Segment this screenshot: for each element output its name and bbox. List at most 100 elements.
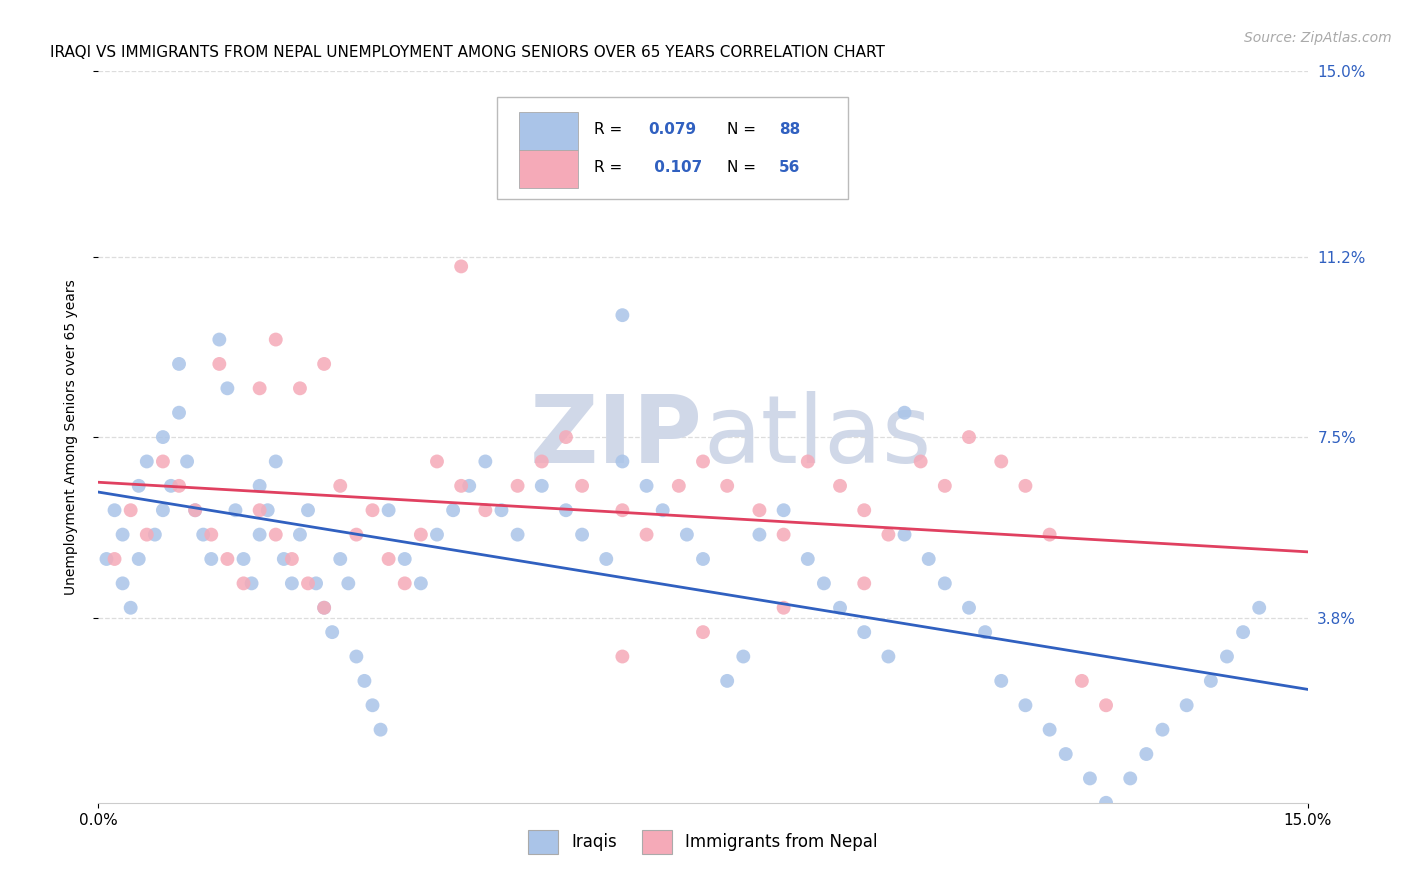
Point [160,479,183,493]
Point [120,600,142,615]
Text: 0.107: 0.107 [648,161,702,176]
Point [692,454,714,468]
Point [281,576,304,591]
Point [458,479,481,493]
Point [877,649,900,664]
Point [555,503,578,517]
Text: 0.079: 0.079 [648,122,697,137]
Point [828,479,851,493]
Point [167,357,190,371]
Point [176,454,198,468]
Text: IRAQI VS IMMIGRANTS FROM NEPAL UNEMPLOYMENT AMONG SENIORS OVER 65 YEARS CORRELAT: IRAQI VS IMMIGRANTS FROM NEPAL UNEMPLOYM… [51,45,884,61]
Point [426,454,449,468]
Point [394,576,416,591]
Point [232,552,254,566]
Point [612,308,634,322]
Point [692,552,714,566]
Point [217,381,239,395]
Point [441,503,464,517]
Point [772,527,794,541]
Point [934,479,956,493]
Point [474,503,496,517]
Point [288,527,311,541]
Point [491,503,513,517]
Point [208,357,231,371]
Point [1232,625,1254,640]
Point [733,649,755,664]
Point [813,576,835,591]
Point [232,576,254,591]
Point [748,527,770,541]
Point [409,576,432,591]
Point [530,454,553,468]
Point [264,454,287,468]
Point [103,503,125,517]
Point [1249,600,1271,615]
Point [96,552,118,566]
Point [361,698,384,713]
Point [103,552,125,566]
Point [450,260,472,274]
Text: 56: 56 [779,161,800,176]
Point [918,552,941,566]
Text: ZIP: ZIP [530,391,703,483]
Point [249,381,271,395]
Point [636,479,658,493]
Point [314,600,336,615]
Point [877,527,900,541]
Y-axis label: Unemployment Among Seniors over 65 years: Unemployment Among Seniors over 65 years [63,279,77,595]
Point [595,552,617,566]
Point [152,503,174,517]
Point [111,576,134,591]
Point [797,552,820,566]
Point [910,454,932,468]
Point [200,552,222,566]
Point [167,406,190,420]
Point [224,503,246,517]
Point [506,479,529,493]
Point [974,625,997,640]
Text: N =: N = [727,161,761,176]
Point [853,576,876,591]
Point [612,649,634,664]
Point [1135,747,1157,761]
Point [353,673,375,688]
Point [297,576,319,591]
Point [314,600,336,615]
Point [135,527,157,541]
Point [828,600,851,615]
Point [152,430,174,444]
Point [1175,698,1198,713]
Point [256,503,278,517]
Point [893,406,915,420]
Point [152,454,174,468]
Point [314,357,336,371]
Point [135,454,157,468]
Point [1014,479,1036,493]
Text: R =: R = [595,161,627,176]
Point [249,527,271,541]
Point [409,527,432,541]
Point [506,527,529,541]
Legend: Iraqis, Immigrants from Nepal: Iraqis, Immigrants from Nepal [522,823,884,860]
Point [143,527,166,541]
Point [361,503,384,517]
Text: N =: N = [727,122,761,137]
Point [193,527,215,541]
Point [128,552,150,566]
Point [957,600,980,615]
Text: 88: 88 [779,122,800,137]
Point [474,454,496,468]
Point [934,576,956,591]
Point [853,503,876,517]
Point [111,527,134,541]
Point [612,454,634,468]
Point [1152,723,1174,737]
Point [1078,772,1101,786]
Point [716,673,738,688]
Point [555,430,578,444]
Point [217,552,239,566]
Point [772,503,794,517]
Point [1216,649,1239,664]
Point [264,333,287,347]
